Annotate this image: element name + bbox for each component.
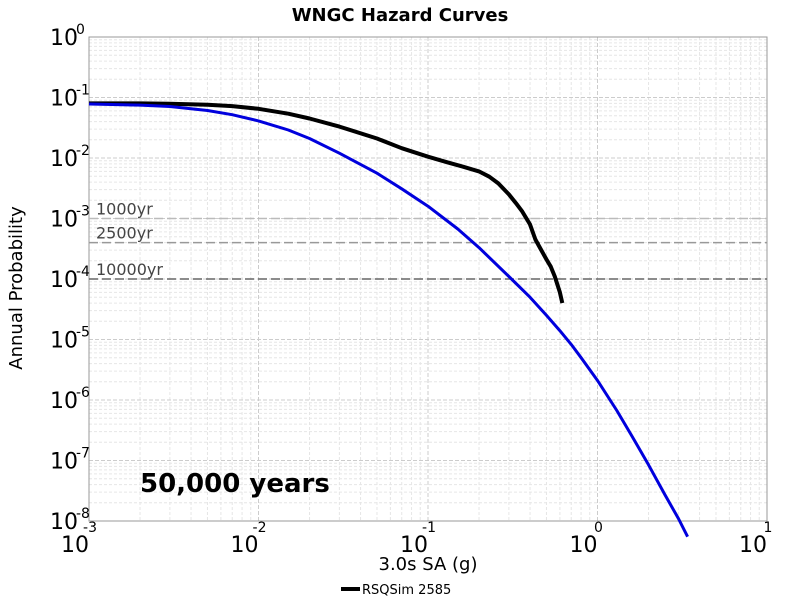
y-tick-label: 10 [50,268,78,293]
x-tick-label: 10 [61,533,89,558]
y-tick-exponent: -6 [76,385,90,401]
y-tick-exponent: -1 [76,83,90,99]
y-tick-label: 10 [50,389,78,414]
x-tick-exponent: 1 [764,520,773,536]
x-tick-exponent: -1 [422,520,436,536]
x-tick-exponent: -3 [83,520,97,536]
chart-title: WNGC Hazard Curves [292,5,509,26]
y-tick-label: 10 [50,87,78,112]
y-tick-exponent: -7 [76,446,90,462]
y-tick-label: 10 [50,510,78,535]
x-tick-label: 10 [400,533,428,558]
y-axis-label: Annual Probability [6,206,27,370]
series-lines [88,101,689,538]
reference-label: 2500yr [96,224,153,243]
y-tick-exponent: -4 [76,264,90,280]
y-tick-exponent: -8 [76,506,90,522]
duration-annotation: 50,000 years [140,469,330,499]
reference-label: 1000yr [96,200,153,219]
y-tick-exponent: -3 [76,204,90,220]
y-tick-label: 10 [50,147,78,172]
x-tick-exponent: 0 [594,520,603,536]
y-tick-label: 10 [50,208,78,233]
x-tick-label: 10 [570,533,598,558]
reference-label: 10000yr [96,260,163,279]
y-tick-exponent: -2 [76,143,90,159]
reference-lines: 1000yr 2500yr 10000yr [89,200,767,280]
legend-label: RSQSim 2585 [362,583,451,598]
y-tick-label: 10 [50,26,78,51]
x-tick-label: 10 [231,533,259,558]
y-tick-label: 10 [50,450,78,475]
y-tick-exponent: -5 [76,325,90,341]
x-axis-label: 3.0s SA (g) [379,554,478,575]
rsqsim-hazard-curve [89,101,565,304]
y-tick-exponent: 0 [76,22,85,38]
legend: RSQSim 2585 [341,583,451,598]
x-tick-exponent: -2 [253,520,267,536]
x-tick-label: 10 [739,533,767,558]
reference-hazard-curve [88,102,689,538]
y-tick-label: 10 [50,329,78,354]
